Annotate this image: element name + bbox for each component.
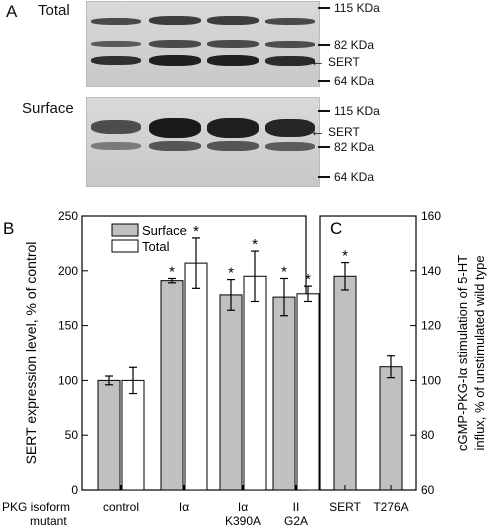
blot-band xyxy=(91,56,141,65)
legend-swatch-total xyxy=(111,239,139,253)
left-arrow-icon: ← xyxy=(310,123,325,140)
bar-surface xyxy=(160,280,184,491)
marker-dash xyxy=(318,80,330,82)
marker-total-sert: ← SERT xyxy=(310,53,360,70)
bar-c xyxy=(379,366,403,491)
marker-surface-82: 82 KDa xyxy=(318,140,374,154)
legend-label-surface: Surface xyxy=(142,223,187,238)
bar-total xyxy=(243,275,267,491)
marker-surface-sert: ← SERT xyxy=(310,123,360,140)
significance-star: * xyxy=(169,263,175,280)
blot-band xyxy=(207,141,259,151)
plot-frame-c xyxy=(319,215,417,491)
y-axis-title-c-line2: influx, % of unstimulated wild type xyxy=(472,255,487,450)
blot-band xyxy=(91,18,141,25)
significance-star: * xyxy=(252,236,258,253)
y-tick-label-b: 100 xyxy=(58,373,78,387)
bar-total xyxy=(296,293,320,491)
category-label: Iα xyxy=(238,500,248,514)
left-arrow-icon: ← xyxy=(310,53,325,70)
marker-label: 64 KDa xyxy=(334,74,375,88)
bar-surface xyxy=(97,379,121,491)
panel-label-b: B xyxy=(3,219,14,238)
marker-surface-64: 64 KDa xyxy=(318,170,374,184)
bar-surface xyxy=(219,294,243,491)
blot-band xyxy=(265,18,315,25)
blot-band xyxy=(149,141,201,151)
y-tick-label-c: 140 xyxy=(421,264,441,278)
y-tick-label-c: 160 xyxy=(421,209,441,223)
row-label-line1: PKG isoform xyxy=(2,500,70,514)
bar-total xyxy=(184,262,208,491)
marker-label: 82 KDa xyxy=(334,38,375,52)
bar-c xyxy=(333,275,357,491)
blot-surface xyxy=(86,97,320,187)
blot-band xyxy=(265,56,315,66)
category-label: SERT xyxy=(329,500,361,514)
bar-total xyxy=(121,379,145,491)
blot-band xyxy=(149,16,201,25)
blot-title-total: Total xyxy=(38,2,70,19)
marker-dash xyxy=(318,146,330,148)
blot-band xyxy=(207,55,259,66)
y-tick-label-b: 50 xyxy=(65,428,79,442)
marker-label: SERT xyxy=(328,125,360,139)
blot-band xyxy=(265,41,315,48)
marker-total-82: 82 KDa xyxy=(318,38,374,52)
marker-surface-115: 115 KDa xyxy=(318,104,380,118)
y-tick-label-b: 250 xyxy=(58,209,78,223)
marker-dash xyxy=(318,176,330,178)
row-label-line2: mutant xyxy=(30,514,67,528)
marker-dash xyxy=(318,44,330,46)
marker-total-64: 64 KDa xyxy=(318,74,374,88)
panel-label-c: C xyxy=(330,219,342,238)
category-sublabel: K390A xyxy=(225,514,261,528)
marker-label: 115 KDa xyxy=(334,104,380,118)
blot-band xyxy=(91,120,141,134)
y-tick-label-c: 120 xyxy=(421,319,441,333)
blot-band xyxy=(91,142,141,150)
blot-band xyxy=(149,118,201,138)
legend-swatch-surface xyxy=(111,223,139,237)
y-axis-title-c-line1: cGMP-PKG-Iα stimulation of 5-HT xyxy=(455,255,470,451)
significance-star: * xyxy=(305,271,311,288)
y-tick-label-c: 60 xyxy=(421,483,435,497)
y-tick-label-b: 200 xyxy=(58,264,78,278)
y-tick-label-c: 100 xyxy=(421,373,441,387)
marker-label: 115 KDa xyxy=(334,1,380,15)
y-tick-label-b: 150 xyxy=(58,319,78,333)
marker-label: 82 KDa xyxy=(334,140,375,154)
legend-label-total: Total xyxy=(142,239,170,254)
marker-label: 64 KDa xyxy=(334,170,375,184)
marker-total-115: 115 KDa xyxy=(318,1,380,15)
category-label: control xyxy=(103,500,139,514)
blot-band xyxy=(265,119,315,137)
y-axis-title-b: SERT expression level, % of control xyxy=(23,242,39,465)
significance-star: * xyxy=(193,223,199,240)
blot-band xyxy=(265,142,315,151)
marker-dash xyxy=(318,110,330,112)
y-tick-label-c: 80 xyxy=(421,428,435,442)
significance-star: * xyxy=(342,248,348,265)
marker-dash xyxy=(318,7,330,9)
category-label: Iα xyxy=(179,500,189,514)
category-label: II xyxy=(293,500,300,514)
blot-band xyxy=(91,41,141,47)
category-sublabel: G2A xyxy=(284,514,308,528)
blot-band xyxy=(207,40,259,48)
blot-band xyxy=(149,40,201,48)
blot-band xyxy=(207,16,259,25)
blot-band xyxy=(149,55,201,66)
panel-label-a: A xyxy=(6,2,18,21)
marker-label: SERT xyxy=(328,55,360,69)
blot-band xyxy=(207,118,259,138)
significance-star: * xyxy=(228,265,234,282)
blot-title-surface: Surface xyxy=(22,100,74,117)
bar-surface xyxy=(272,296,296,491)
significance-star: * xyxy=(281,263,287,280)
category-label: T276A xyxy=(373,500,408,514)
y-tick-label-b: 0 xyxy=(71,483,78,497)
blot-total xyxy=(86,1,320,87)
